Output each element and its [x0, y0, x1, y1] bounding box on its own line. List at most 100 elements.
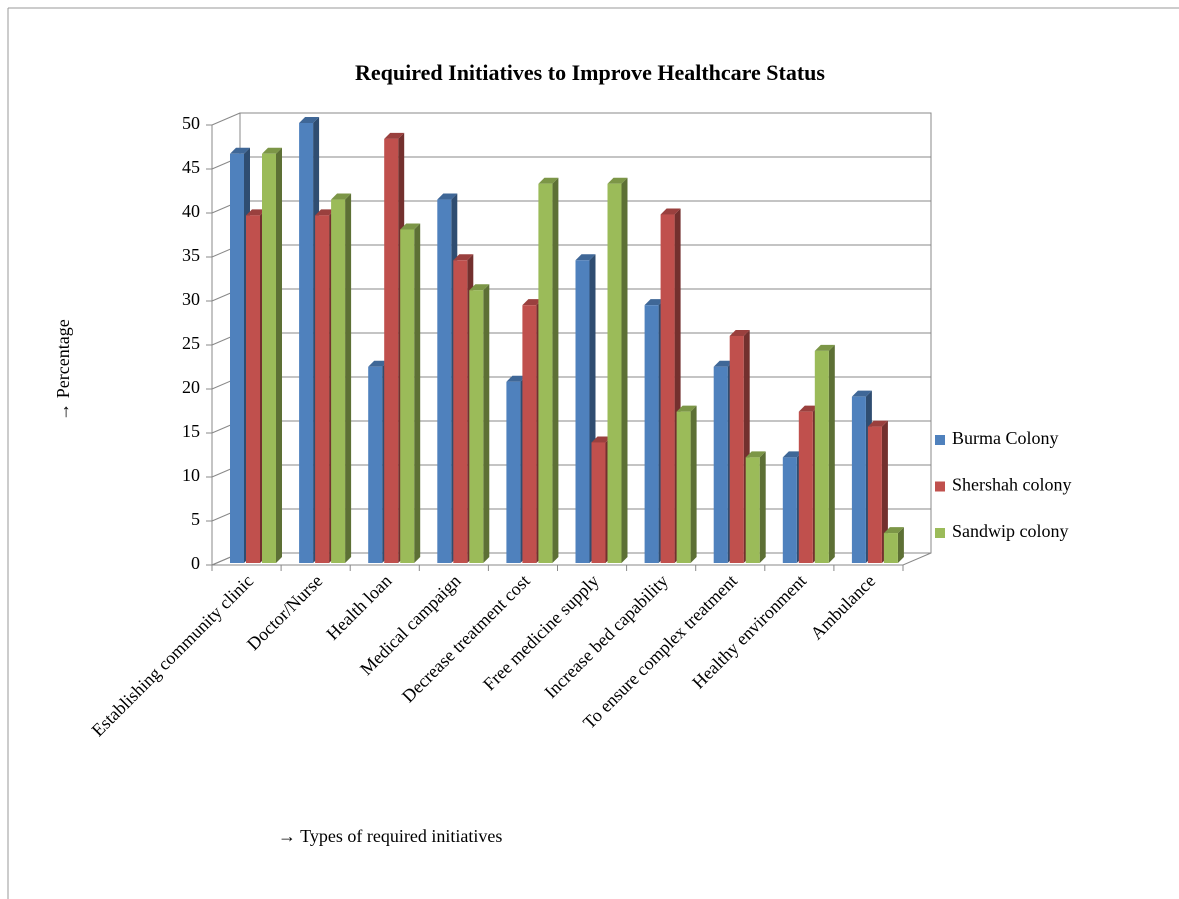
- bar-top: [384, 132, 405, 139]
- bar: [230, 153, 244, 564]
- bar-top: [745, 451, 766, 458]
- y-tick-label: 15: [182, 421, 200, 441]
- bar-side: [828, 344, 835, 563]
- x-tick-label: Increase bed capability: [540, 571, 671, 702]
- bar-side: [690, 405, 697, 563]
- bar: [437, 199, 452, 563]
- bar-top: [575, 254, 596, 261]
- y-tick-label: 5: [191, 509, 200, 529]
- bar-top: [607, 177, 628, 184]
- y-tick-label: 10: [182, 465, 200, 485]
- bar-top: [644, 299, 665, 306]
- bar: [522, 305, 537, 563]
- bar: [299, 123, 314, 563]
- y-tick-label: 20: [182, 377, 200, 397]
- bar-side: [552, 177, 559, 563]
- bar: [591, 442, 606, 563]
- bar-top: [437, 193, 458, 200]
- bar: [607, 183, 622, 563]
- chart-title: Required Initiatives to Improve Healthca…: [355, 60, 825, 85]
- bar-side: [276, 147, 282, 564]
- bar-top: [522, 299, 543, 306]
- bar: [713, 366, 728, 563]
- x-tick-label: Free medicine supply: [479, 571, 603, 695]
- bar-top: [299, 117, 320, 123]
- bar-side: [881, 420, 888, 563]
- bar-side: [345, 193, 352, 563]
- legend-label: Shershah colony: [952, 475, 1071, 495]
- legend-label: Sandwip colony: [952, 521, 1069, 541]
- bar-top: [506, 375, 527, 382]
- bar-top: [814, 344, 835, 351]
- bar-top: [676, 405, 697, 412]
- bar: [798, 411, 813, 563]
- bar: [331, 199, 346, 563]
- bar-side: [897, 527, 904, 563]
- bar-top: [315, 209, 336, 216]
- y-tick-label: 30: [182, 289, 200, 309]
- x-tick-label: Healthy environment: [688, 571, 810, 693]
- bar-top: [368, 360, 389, 367]
- x-tick-label: Decrease treatment cost: [398, 571, 534, 707]
- x-tick-label: Ambulance: [806, 571, 879, 644]
- x-axis-label: → Types of required initiatives: [278, 826, 502, 846]
- bar: [506, 381, 521, 563]
- bar-top: [230, 147, 250, 154]
- bar-top: [729, 329, 750, 336]
- bar: [575, 260, 590, 563]
- bar: [782, 457, 797, 563]
- y-tick-label: 25: [182, 333, 200, 353]
- bar: [400, 229, 415, 564]
- y-tick-label: 40: [182, 201, 200, 221]
- x-tick-label: Health loan: [322, 571, 395, 644]
- bar: [867, 426, 882, 563]
- bar-top: [400, 223, 421, 230]
- bar: [469, 290, 484, 563]
- bar-side: [483, 284, 490, 563]
- bar: [246, 215, 260, 563]
- legend-swatch: [935, 481, 945, 492]
- bar: [660, 214, 675, 563]
- bar-top: [867, 420, 888, 427]
- bar-top: [883, 527, 904, 534]
- y-axis-label: → Percentage: [53, 319, 73, 420]
- y-tick-label: 50: [182, 113, 200, 133]
- bar-top: [798, 405, 819, 412]
- bar: [368, 366, 383, 563]
- grid-line: [211, 112, 241, 126]
- bar-side: [759, 451, 766, 563]
- bar-top: [331, 193, 352, 200]
- bar-top: [469, 284, 490, 291]
- bar: [384, 138, 399, 563]
- bar: [851, 396, 866, 563]
- bar-top: [591, 436, 612, 443]
- bar-top: [246, 209, 266, 216]
- bar: [729, 335, 744, 563]
- bar: [262, 153, 276, 564]
- y-tick-label: 45: [182, 157, 200, 177]
- bar-side: [621, 177, 628, 563]
- bar: [453, 260, 468, 563]
- bar: [676, 411, 691, 563]
- bar: [644, 305, 659, 563]
- bar-top: [851, 390, 872, 397]
- bar: [814, 350, 829, 563]
- x-tick-label: Establishing community clinic: [88, 571, 258, 741]
- bar: [315, 215, 330, 563]
- legend-swatch: [935, 528, 945, 538]
- bar: [883, 533, 898, 563]
- y-tick-label: 35: [182, 245, 200, 265]
- bar-top: [453, 254, 474, 261]
- bar: [745, 457, 760, 563]
- bar-top: [713, 360, 734, 367]
- bar: [538, 183, 553, 563]
- bar-top: [262, 147, 282, 154]
- legend-swatch: [935, 435, 945, 445]
- bar-top: [538, 177, 559, 184]
- bar-top: [660, 208, 681, 215]
- bar-side: [414, 223, 421, 564]
- bar-top: [782, 451, 803, 458]
- y-tick-label: 0: [191, 553, 200, 573]
- legend-label: Burma Colony: [952, 428, 1059, 448]
